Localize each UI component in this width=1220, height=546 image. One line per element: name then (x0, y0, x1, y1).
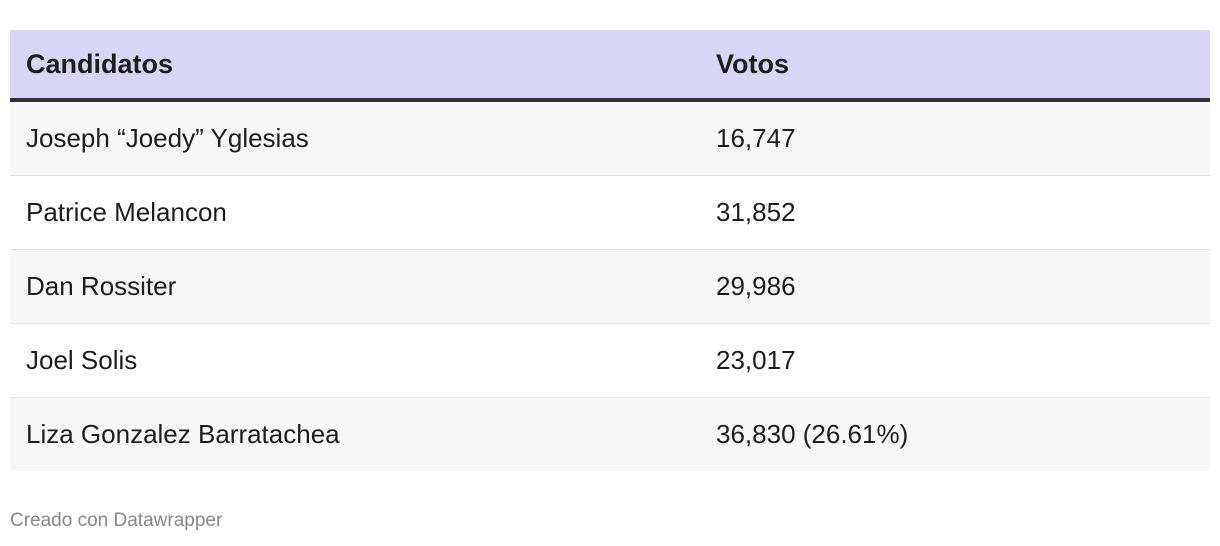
candidate-name: Joel Solis (26, 345, 138, 375)
header-votos[interactable]: Votos (716, 48, 789, 79)
candidate-name: Dan Rossiter (26, 271, 177, 301)
table-row: Joseph “Joedy” Yglesias 16,747 (10, 102, 1210, 176)
vote-count: 16,747 (716, 123, 796, 153)
candidate-name: Joseph “Joedy” Yglesias (26, 123, 309, 153)
table-row: Dan Rossiter 29,986 (10, 250, 1210, 324)
vote-count: 36,830 (26.61%) (716, 419, 909, 449)
table-row: Patrice Melancon 31,852 (10, 176, 1210, 250)
candidate-name: Patrice Melancon (26, 197, 227, 227)
table-header: Candidatos Votos (10, 30, 1210, 102)
header-candidatos[interactable]: Candidatos (26, 48, 174, 79)
footer-credit: Creado con Datawrapper (10, 510, 223, 531)
table-row: Joel Solis 23,017 (10, 324, 1210, 398)
vote-count: 23,017 (716, 345, 796, 375)
table-row: Liza Gonzalez Barratachea 36,830 (26.61%) (10, 398, 1210, 471)
vote-count: 31,852 (716, 197, 796, 227)
vote-count: 29,986 (716, 271, 796, 301)
candidate-name: Liza Gonzalez Barratachea (26, 419, 340, 449)
results-table: Candidatos Votos Joseph “Joedy” Yglesias… (10, 30, 1210, 471)
